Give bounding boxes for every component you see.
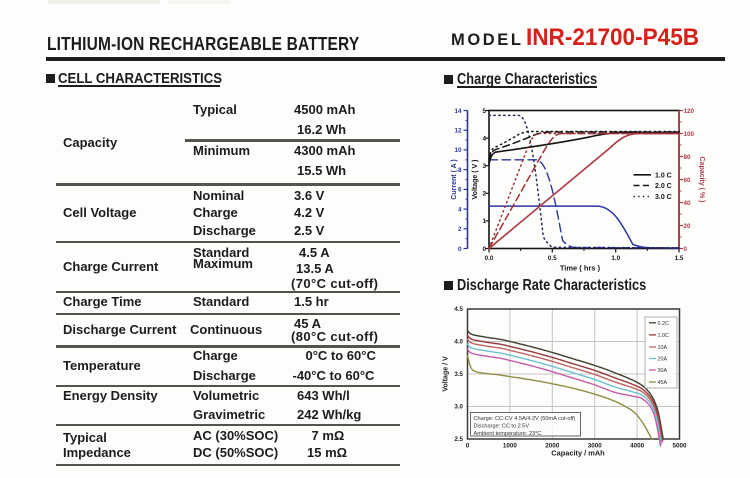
svg-text:80: 80 bbox=[684, 154, 692, 161]
svg-text:1.0C: 1.0C bbox=[658, 333, 669, 339]
svg-text:6: 6 bbox=[458, 187, 462, 194]
svg-text:0: 0 bbox=[458, 246, 462, 253]
svg-text:Voltage / V: Voltage / V bbox=[443, 356, 450, 392]
svg-text:45A: 45A bbox=[658, 380, 668, 386]
svg-text:2.0 C: 2.0 C bbox=[655, 183, 672, 190]
svg-text:1: 1 bbox=[482, 218, 486, 225]
svg-text:12: 12 bbox=[454, 128, 462, 135]
svg-text:1000: 1000 bbox=[503, 443, 518, 450]
svg-text:Discharge: CC to 2.5V: Discharge: CC to 2.5V bbox=[474, 424, 530, 430]
svg-text:30A: 30A bbox=[658, 368, 668, 374]
svg-text:20: 20 bbox=[684, 223, 692, 230]
svg-text:4: 4 bbox=[458, 206, 462, 213]
svg-text:Capacity ( % ): Capacity ( % ) bbox=[698, 157, 705, 203]
svg-text:3000: 3000 bbox=[588, 443, 603, 450]
svg-text:4.5: 4.5 bbox=[454, 306, 463, 313]
svg-text:2: 2 bbox=[482, 191, 486, 198]
svg-text:2000: 2000 bbox=[545, 443, 560, 450]
svg-text:1.0: 1.0 bbox=[611, 255, 620, 262]
svg-text:0.5: 0.5 bbox=[548, 255, 557, 262]
svg-text:0: 0 bbox=[466, 443, 470, 450]
svg-text:2: 2 bbox=[458, 226, 462, 233]
svg-text:0: 0 bbox=[684, 246, 688, 253]
svg-text:4000: 4000 bbox=[630, 443, 645, 450]
svg-text:Charge: CC-CV 4.5A/4.2V (50mA: Charge: CC-CV 4.5A/4.2V (50mA cut-off) bbox=[474, 416, 576, 422]
svg-text:5000: 5000 bbox=[672, 443, 687, 450]
svg-text:100: 100 bbox=[684, 131, 695, 138]
svg-text:120: 120 bbox=[684, 108, 695, 115]
svg-text:40: 40 bbox=[684, 200, 692, 207]
svg-text:3.0 C: 3.0 C bbox=[655, 194, 672, 201]
svg-text:10: 10 bbox=[454, 147, 462, 154]
svg-text:20A: 20A bbox=[658, 357, 668, 363]
svg-text:Ambient temperature: 23°C: Ambient temperature: 23°C bbox=[474, 431, 542, 437]
svg-text:8: 8 bbox=[458, 167, 462, 174]
svg-text:Voltage ( V ): Voltage ( V ) bbox=[472, 160, 479, 200]
svg-text:Current ( A ): Current ( A ) bbox=[451, 159, 458, 199]
svg-text:5: 5 bbox=[482, 108, 486, 115]
svg-text:0.0: 0.0 bbox=[485, 255, 494, 262]
svg-text:3.0: 3.0 bbox=[454, 404, 463, 411]
svg-text:2.5: 2.5 bbox=[454, 436, 463, 443]
svg-text:60: 60 bbox=[684, 177, 692, 184]
svg-text:4: 4 bbox=[482, 135, 486, 142]
svg-text:14: 14 bbox=[454, 108, 462, 115]
svg-text:1.0 C: 1.0 C bbox=[655, 172, 672, 179]
svg-text:Capacity / mAh: Capacity / mAh bbox=[551, 449, 605, 458]
svg-text:4.0: 4.0 bbox=[454, 339, 463, 346]
svg-text:3: 3 bbox=[482, 163, 486, 170]
svg-text:Time ( hrs ): Time ( hrs ) bbox=[560, 264, 601, 273]
svg-text:10A: 10A bbox=[658, 345, 668, 351]
svg-text:0: 0 bbox=[482, 246, 486, 253]
svg-text:3.5: 3.5 bbox=[454, 371, 463, 378]
svg-text:1.5: 1.5 bbox=[675, 255, 684, 262]
svg-text:0.2C: 0.2C bbox=[658, 321, 669, 327]
